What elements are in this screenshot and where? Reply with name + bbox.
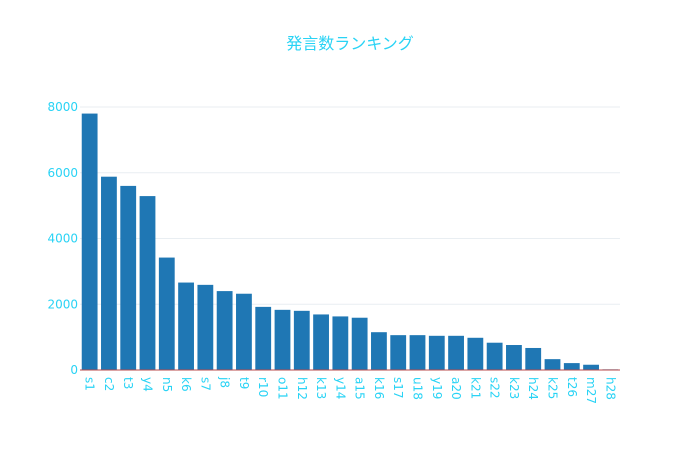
x-tick-label: s7 bbox=[198, 377, 212, 391]
bar-u18 bbox=[409, 335, 426, 370]
bar-y14 bbox=[332, 316, 349, 370]
x-tick-label: j8 bbox=[218, 376, 232, 388]
bar-s7 bbox=[197, 284, 214, 370]
x-tick-label: k16 bbox=[372, 377, 386, 399]
x-tick-label: m27 bbox=[584, 377, 598, 404]
x-tick-label: n5 bbox=[160, 377, 174, 392]
bar-j8 bbox=[216, 291, 233, 370]
x-tick-label: k13 bbox=[314, 377, 328, 399]
x-tick-label: t9 bbox=[237, 377, 251, 389]
chart-title: 発言数ランキング bbox=[286, 34, 414, 53]
x-tick-label: h24 bbox=[526, 377, 540, 400]
bar-s22 bbox=[486, 342, 503, 370]
bar-h12 bbox=[293, 310, 310, 370]
bar-t9 bbox=[236, 293, 252, 370]
bar-c2 bbox=[101, 176, 117, 370]
bar-k16 bbox=[371, 332, 387, 370]
bars bbox=[81, 113, 619, 370]
x-tick-label: u18 bbox=[411, 377, 425, 400]
bar-s17 bbox=[390, 335, 407, 370]
bar-y4 bbox=[139, 196, 156, 370]
x-tick-label: t3 bbox=[121, 377, 135, 389]
x-tick-label: k23 bbox=[507, 377, 521, 399]
y-tick-label: 6000 bbox=[47, 166, 78, 180]
bar-a20 bbox=[448, 335, 464, 370]
bar-k23 bbox=[506, 345, 522, 370]
bar-m27 bbox=[583, 364, 599, 370]
x-tick-label: y4 bbox=[141, 377, 155, 392]
x-tick-label: a20 bbox=[449, 377, 463, 400]
x-tick-label: s1 bbox=[83, 377, 97, 391]
x-tick-label: k6 bbox=[179, 377, 193, 392]
y-tick-label: 2000 bbox=[47, 297, 78, 311]
x-tick-label: h28 bbox=[603, 377, 617, 400]
bar-r10 bbox=[255, 306, 272, 370]
bar-k21 bbox=[467, 337, 484, 370]
bar-t26 bbox=[563, 363, 580, 370]
y-gridlines bbox=[80, 106, 620, 305]
x-tick-label: y19 bbox=[430, 377, 444, 399]
y-tick-labels: 0 2000 4000 6000 8000 bbox=[47, 100, 78, 377]
x-tick-label: r10 bbox=[256, 377, 270, 397]
bar-h24 bbox=[525, 347, 542, 370]
y-tick-label: 4000 bbox=[47, 232, 78, 246]
bar-k25 bbox=[544, 359, 561, 370]
bar-y19 bbox=[428, 335, 445, 370]
x-tick-label: a15 bbox=[353, 377, 367, 400]
x-tick-label: s17 bbox=[391, 377, 405, 399]
x-tick-label: k21 bbox=[468, 377, 482, 399]
bar-n5 bbox=[158, 257, 175, 370]
y-tick-label: 0 bbox=[70, 363, 78, 377]
bar-k6 bbox=[178, 282, 194, 370]
y-tick-label: 8000 bbox=[47, 100, 78, 114]
x-tick-label: c2 bbox=[102, 377, 116, 391]
bar-k13 bbox=[313, 314, 329, 370]
x-tick-label: s22 bbox=[488, 377, 502, 399]
x-tick-label: h12 bbox=[295, 377, 309, 400]
x-tick-labels: s1 c2 t3 y4 n5 k6 s7 j8 t9 r10 o11 h12 k13 y14 a15 k16 s… bbox=[83, 376, 618, 404]
bar-t3 bbox=[120, 185, 137, 370]
x-tick-label: y14 bbox=[333, 377, 347, 399]
bar-s1 bbox=[81, 113, 98, 370]
bar-a15 bbox=[351, 317, 368, 370]
x-tick-label: k25 bbox=[546, 377, 560, 399]
x-tick-label: t26 bbox=[565, 377, 579, 397]
bar-o11 bbox=[274, 309, 291, 370]
x-tick-label: o11 bbox=[276, 377, 290, 400]
